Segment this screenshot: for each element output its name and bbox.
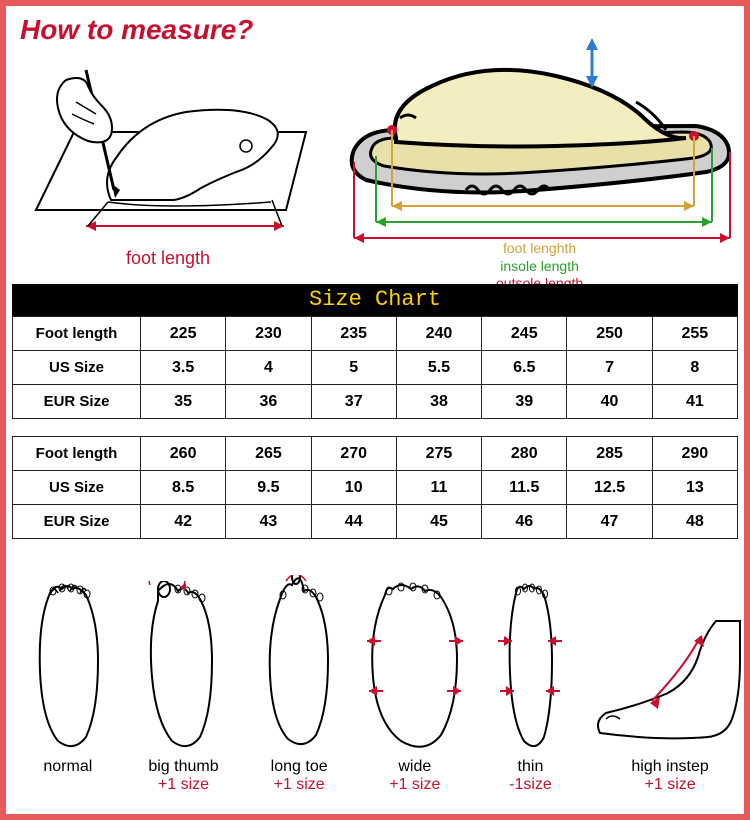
cell: 36 <box>226 385 311 419</box>
cell: 35 <box>141 385 226 419</box>
cell: 11 <box>396 471 481 505</box>
table-row: Foot length 225 230 235 240 245 250 255 <box>13 317 738 351</box>
cell: 240 <box>396 317 481 351</box>
cell: 44 <box>311 505 396 539</box>
cell: 41 <box>652 385 737 419</box>
cell: 270 <box>311 437 396 471</box>
trace-foot-diagram <box>16 50 326 260</box>
row-header: US Size <box>13 351 141 385</box>
infographic-frame: How to measure? foo <box>0 0 750 820</box>
cell: 43 <box>226 505 311 539</box>
foot-type-normal <box>12 581 124 756</box>
foot-type-label: wide +1 size <box>359 758 471 794</box>
cell: 38 <box>396 385 481 419</box>
foot-type-thin <box>474 581 586 756</box>
cell: 255 <box>652 317 737 351</box>
row-header: Foot length <box>13 437 141 471</box>
foot-length-label: foot length <box>126 248 210 269</box>
cell: 225 <box>141 317 226 351</box>
cell: 5.5 <box>396 351 481 385</box>
cell: 37 <box>311 385 396 419</box>
foot-type-label: high instep +1 size <box>590 758 750 794</box>
measurement-diagrams: foot length <box>16 50 736 280</box>
cell: 250 <box>567 317 652 351</box>
foot-type-long-toe <box>243 575 355 756</box>
cell: 5 <box>311 351 396 385</box>
row-header: EUR Size <box>13 385 141 419</box>
cell: 235 <box>311 317 396 351</box>
cell: 45 <box>396 505 481 539</box>
cell: 8.5 <box>141 471 226 505</box>
cell: 3.5 <box>141 351 226 385</box>
cell: 12.5 <box>567 471 652 505</box>
cell: 6.5 <box>482 351 567 385</box>
foot-type-diagrams <box>6 566 750 756</box>
cell: 265 <box>226 437 311 471</box>
row-header: US Size <box>13 471 141 505</box>
table-row: US Size 3.5 4 5 5.5 6.5 7 8 <box>13 351 738 385</box>
page-title: How to measure? <box>20 14 253 46</box>
foot-type-label: long toe +1 size <box>243 758 355 794</box>
foot-type-big-thumb <box>127 581 239 756</box>
cell: 230 <box>226 317 311 351</box>
cell: 13 <box>652 471 737 505</box>
foot-type-wide <box>359 581 471 756</box>
cell: 9.5 <box>226 471 311 505</box>
cell: 11.5 <box>482 471 567 505</box>
cell: 275 <box>396 437 481 471</box>
cell: 7 <box>567 351 652 385</box>
row-header: EUR Size <box>13 505 141 539</box>
cell: 245 <box>482 317 567 351</box>
foot-type-high-instep <box>590 601 750 756</box>
size-table-2: Foot length 260 265 270 275 280 285 290 … <box>12 436 738 539</box>
cell: 10 <box>311 471 396 505</box>
foot-type-label: big thumb +1 size <box>127 758 239 794</box>
cell: 40 <box>567 385 652 419</box>
size-table-1: Foot length 225 230 235 240 245 250 255 … <box>12 316 738 419</box>
cell: 290 <box>652 437 737 471</box>
cell: 4 <box>226 351 311 385</box>
table-row: EUR Size 35 36 37 38 39 40 41 <box>13 385 738 419</box>
cell: 285 <box>567 437 652 471</box>
foot-type-label: normal <box>12 758 124 794</box>
label-foot-length: foot lenghth <box>496 240 583 258</box>
shoe-measure-diagram <box>336 30 736 250</box>
label-insole-length: insole length <box>496 258 583 276</box>
foot-type-label: thin -1size <box>474 758 586 794</box>
cell: 48 <box>652 505 737 539</box>
cell: 42 <box>141 505 226 539</box>
cell: 280 <box>482 437 567 471</box>
cell: 47 <box>567 505 652 539</box>
size-chart-header: Size Chart <box>12 284 738 316</box>
cell: 260 <box>141 437 226 471</box>
table-row: US Size 8.5 9.5 10 11 11.5 12.5 13 <box>13 471 738 505</box>
table-row: Foot length 260 265 270 275 280 285 290 <box>13 437 738 471</box>
cell: 39 <box>482 385 567 419</box>
cell: 46 <box>482 505 567 539</box>
row-header: Foot length <box>13 317 141 351</box>
cell: 8 <box>652 351 737 385</box>
table-row: EUR Size 42 43 44 45 46 47 48 <box>13 505 738 539</box>
foot-type-labels: normal big thumb +1 size long toe +1 siz… <box>6 758 750 794</box>
